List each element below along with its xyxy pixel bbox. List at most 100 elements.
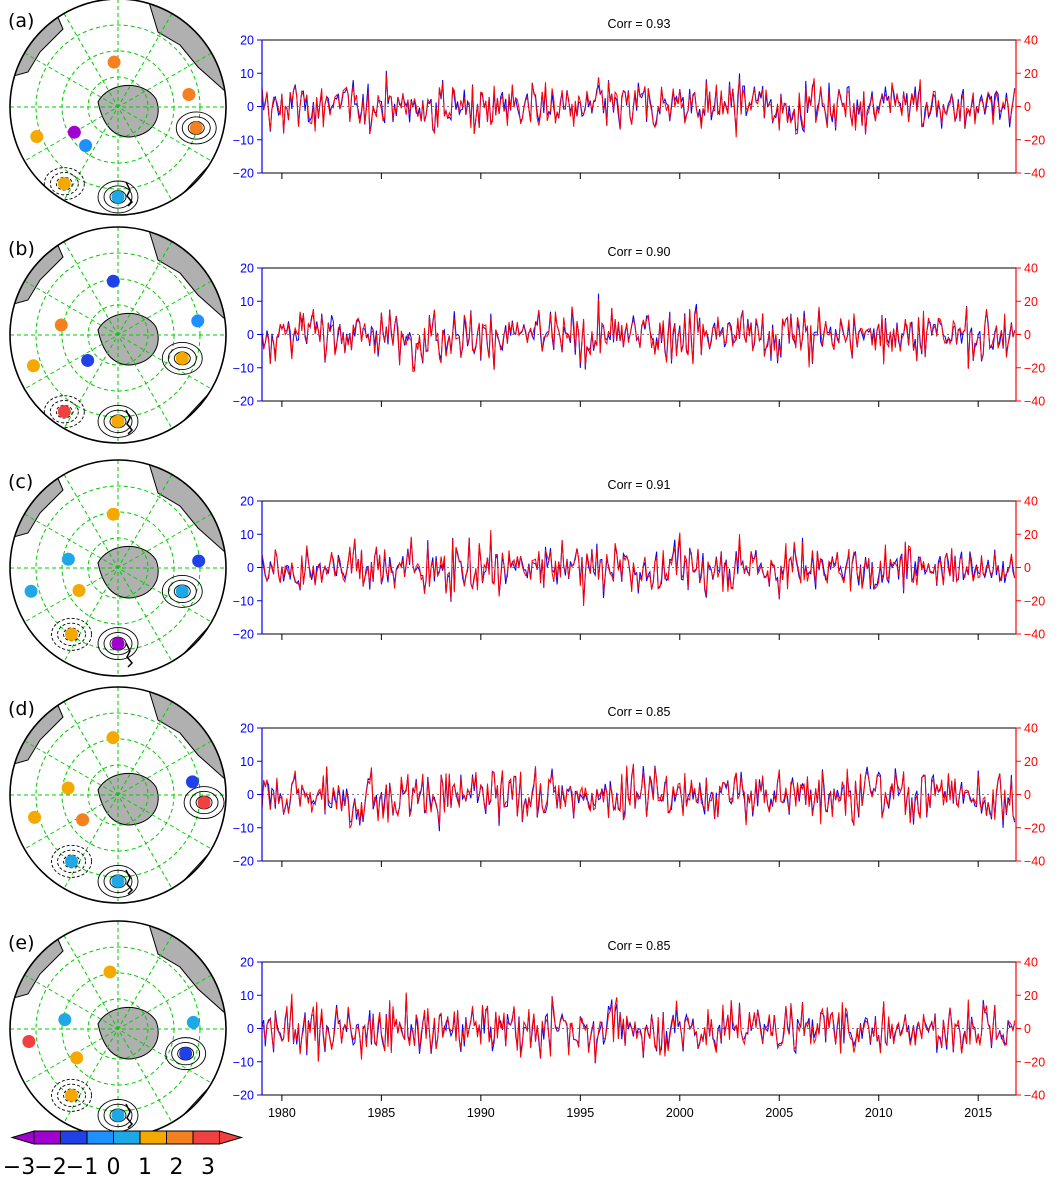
station-dot <box>54 318 68 332</box>
left-tick-label: −10 <box>233 361 254 375</box>
new-zealand-land <box>125 642 134 668</box>
right-tick-label: −20 <box>1024 361 1045 375</box>
series-blue-line <box>261 293 1016 371</box>
contour-line <box>57 622 86 647</box>
panel-label: (e) <box>8 932 35 954</box>
colorbar-swatch <box>86 1130 114 1145</box>
contour-line <box>97 627 139 661</box>
station-dot <box>185 775 199 789</box>
panel-label: (a) <box>8 10 34 32</box>
right-tick-label: −20 <box>1024 1055 1045 1069</box>
station-dot <box>107 55 121 69</box>
timeseries: Corr = 0.91 20 10 0 −10 −20 40 20 0 −20 −40 <box>233 478 1045 642</box>
panel-label: (c) <box>8 471 33 493</box>
new-zealand-land <box>125 409 134 435</box>
right-tick-label: 40 <box>1024 495 1038 509</box>
station-dot <box>79 139 93 153</box>
contour-line <box>97 180 139 214</box>
colorbar-label: 0 <box>107 1155 121 1180</box>
contour-line <box>189 790 219 815</box>
right-tick-label: 20 <box>1024 295 1038 309</box>
station-dot <box>111 1108 125 1122</box>
meridian-line <box>24 740 212 850</box>
contour-line <box>175 111 217 145</box>
meridian-line <box>24 280 212 390</box>
station-dot <box>26 359 40 373</box>
contour-line <box>183 786 225 819</box>
contour-line <box>43 167 85 201</box>
panel-b: (b) Corr = 0.90 20 10 0 −10 −20 40 20 0 −20 −40 <box>8 226 1045 444</box>
contour-line <box>57 849 86 874</box>
colorbar-swatch <box>139 1130 167 1145</box>
left-tick-label: 20 <box>240 34 254 48</box>
corr-title: Corr = 0.91 <box>608 478 671 492</box>
meridian-line <box>24 513 212 623</box>
polar-map <box>9 686 227 904</box>
left-tick-label: −10 <box>233 1055 254 1069</box>
contour-line <box>103 869 133 894</box>
station-dot <box>22 1035 36 1049</box>
left-tick-label: −10 <box>233 594 254 608</box>
new-zealand-land <box>125 1103 134 1129</box>
left-tick-label: 10 <box>240 755 254 769</box>
colorbar-swatch <box>113 1130 141 1145</box>
station-dot <box>103 965 117 979</box>
station-dot <box>65 1088 79 1102</box>
contour-line <box>49 172 79 196</box>
right-tick-label: 40 <box>1024 34 1038 48</box>
polar-map <box>9 459 227 677</box>
right-tick-label: 20 <box>1024 528 1038 542</box>
polar-map <box>9 920 227 1138</box>
station-dot <box>72 584 86 597</box>
station-dot <box>106 274 120 288</box>
station-dot <box>65 627 79 641</box>
colorbar-label: −3 <box>3 1155 35 1180</box>
colorbar-swatch <box>192 1130 220 1145</box>
corr-title: Corr = 0.85 <box>608 705 671 719</box>
contour-line <box>51 617 92 651</box>
map-frame <box>9 459 227 677</box>
colorbar-swatch <box>166 1130 194 1145</box>
meridian-line <box>24 974 212 1084</box>
left-tick-label: −10 <box>233 821 254 835</box>
left-tick-label: 10 <box>240 67 254 81</box>
right-tick-label: 0 <box>1024 788 1031 802</box>
station-dot <box>191 314 205 328</box>
series-red-line <box>261 763 1016 829</box>
contour-line <box>161 341 203 375</box>
timeseries: Corr = 0.93 20 10 0 −10 −20 40 20 0 −20 −40 <box>233 17 1045 181</box>
station-dot <box>81 353 95 367</box>
timeseries: Corr = 0.90 20 10 0 −10 −20 40 20 0 −20 −40 <box>233 245 1045 409</box>
contour-line <box>103 409 133 434</box>
series-red-line <box>261 529 1016 607</box>
right-tick-label: 0 <box>1024 1022 1031 1036</box>
x-tick-label: 1985 <box>367 1106 395 1120</box>
right-tick-label: 40 <box>1024 722 1038 736</box>
meridian-line <box>24 52 212 162</box>
station-dot <box>76 813 90 827</box>
x-tick-label: 2010 <box>865 1106 893 1120</box>
series-red-line <box>261 992 1016 1063</box>
series-blue-line <box>261 70 1016 135</box>
series-red-line <box>261 298 1016 373</box>
x-tick-label: 2005 <box>765 1106 793 1120</box>
contour-line <box>51 844 92 878</box>
colorbar-label: 2 <box>170 1155 184 1180</box>
station-dot <box>189 121 203 135</box>
panel-d: (d) Corr = 0.85 20 10 0 −10 −20 40 20 0 −20 −40 <box>8 686 1045 904</box>
contour-line <box>167 579 197 604</box>
corr-title: Corr = 0.93 <box>608 17 671 31</box>
contour-line <box>103 185 133 209</box>
contour-line <box>103 1103 133 1128</box>
station-dot <box>111 190 125 204</box>
station-dot <box>67 125 81 139</box>
polar-map <box>9 226 227 444</box>
colorbar-label: 1 <box>138 1155 152 1180</box>
polar-map <box>9 0 227 216</box>
new-zealand-land <box>125 181 134 207</box>
station-dot <box>197 796 211 810</box>
x-tick-label: 1995 <box>566 1106 594 1120</box>
right-tick-label: 40 <box>1024 262 1038 276</box>
left-tick-label: −20 <box>233 628 254 642</box>
